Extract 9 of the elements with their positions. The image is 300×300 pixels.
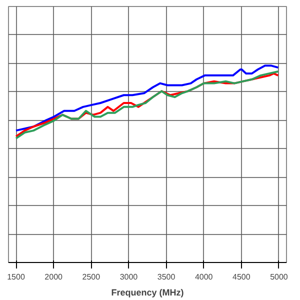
x-tick-label: 4500 — [232, 272, 251, 282]
x-tick-label: 4000 — [194, 272, 214, 282]
x-tick-label: 3500 — [157, 272, 176, 282]
x-tick-label: 2000 — [44, 272, 64, 282]
x-axis-title: Frequency (MHz) — [111, 288, 184, 298]
x-tick-label: 1500 — [7, 272, 26, 282]
x-tick-label: 5000 — [270, 272, 288, 282]
x-tick-label: 3000 — [120, 272, 138, 282]
x-tick-label: 2500 — [82, 272, 101, 282]
